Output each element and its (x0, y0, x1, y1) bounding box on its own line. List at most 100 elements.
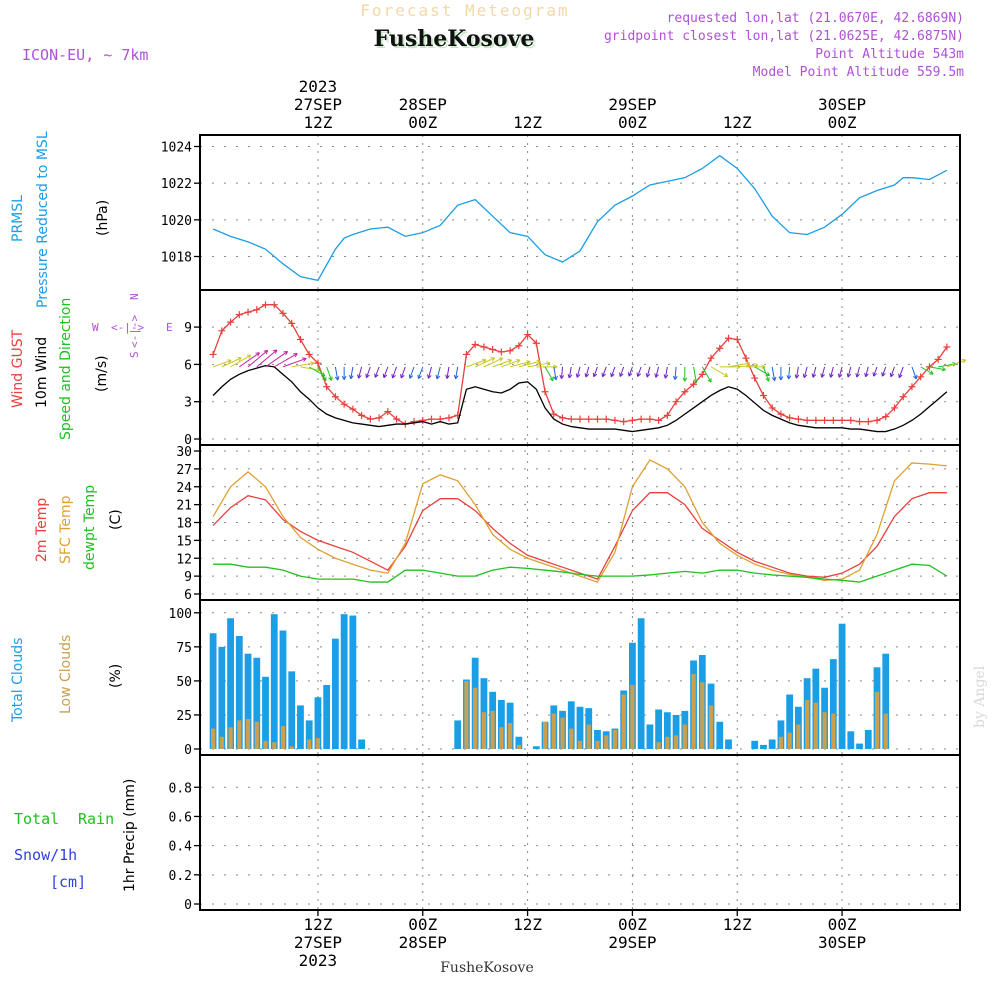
wind-barb (929, 366, 946, 371)
y-tick-label: 6 (184, 358, 192, 373)
wind-barb-head (357, 374, 362, 379)
wind-barb (247, 350, 268, 368)
total-cloud-bar (279, 630, 287, 749)
wind-barb (762, 366, 770, 382)
gust-marker (314, 359, 322, 367)
wind-barb-head (255, 352, 260, 357)
sfc-temp-label: SFC Temp (58, 495, 74, 564)
gust-marker (462, 350, 470, 358)
low-cloud-bar (586, 724, 591, 749)
wind-barb-head (498, 357, 504, 362)
wind-barb (946, 359, 967, 368)
low-cloud-bar (595, 740, 600, 749)
low-cloud-bar (272, 742, 277, 749)
gust-marker (567, 415, 575, 423)
low-cloud-bar (307, 739, 312, 749)
wind-barb (920, 366, 934, 375)
gust-marker (235, 311, 243, 319)
gust-marker (786, 414, 794, 422)
low-cloud-bar (708, 705, 714, 749)
top-hour-label: 12Z (513, 113, 542, 132)
total-label: Total (14, 810, 59, 828)
wind-barb-head (391, 373, 396, 379)
gust-marker (838, 416, 846, 424)
wind-barb (911, 366, 917, 380)
total-cloud-bar (716, 721, 724, 749)
wind-labels: Wind GUST 10m Wind Speed and Direction (… (10, 293, 173, 440)
gust-marker (646, 415, 654, 423)
series-line (212, 364, 948, 433)
wind-barb (392, 366, 398, 379)
cloud-labels: Total Clouds Low Clouds (%) (10, 635, 124, 723)
gust-marker (628, 416, 636, 424)
gust-marker (524, 331, 532, 339)
gust-marker (690, 380, 698, 388)
prmsl-label: PRMSL (10, 195, 26, 242)
wind-barb (544, 366, 554, 381)
bottom-hour-label: 00Z (618, 915, 647, 934)
wind-barb-head (559, 374, 565, 379)
gust-marker (576, 415, 584, 423)
wind-barb-head (672, 375, 678, 380)
low-cloud-bar (254, 721, 259, 749)
gust-marker (777, 410, 785, 418)
wind-barb (754, 366, 770, 376)
wind-barb (560, 366, 564, 379)
gust-marker (934, 355, 942, 363)
gust-marker (532, 339, 540, 347)
wind-barb (274, 353, 298, 368)
y-tick-label: 1020 (161, 214, 192, 229)
wind-barb-head (707, 378, 712, 383)
top-hour-label: 00Z (828, 113, 857, 132)
y-tick-label: 0.8 (169, 781, 192, 796)
total-cloud-bar (454, 720, 462, 749)
wind-barb-head (855, 373, 860, 378)
total-cloud-bar (218, 646, 226, 749)
total-cloud-bar (262, 676, 269, 749)
wind-barb-head (619, 372, 624, 377)
wind-barb (856, 366, 861, 378)
wind-barb (365, 366, 371, 378)
wind-barb-head (400, 373, 405, 379)
bottom-hour-label: 12Z (723, 915, 752, 934)
wind-barb (427, 366, 432, 379)
wind-barb-head (592, 372, 598, 378)
prmsl-desc-label: Pressure Reduced to MSL (35, 131, 51, 308)
total-cloud-bar (725, 739, 732, 749)
wind-barb (619, 366, 625, 377)
y-tick-label: 30 (176, 445, 192, 460)
low-cloud-bar (490, 710, 495, 749)
low-cloud-bar (280, 725, 286, 749)
low-cloud-bar (228, 727, 233, 749)
low-cloud-bar (796, 724, 801, 749)
total-cloud-bar (314, 697, 322, 749)
model-label: ICON-EU, ~ 7km (22, 46, 148, 64)
low-cloud-bar (778, 736, 784, 749)
gust-marker (288, 319, 296, 327)
compass-vert: <-|-> (128, 315, 141, 348)
wind-barb (436, 366, 441, 380)
wind-barb (358, 366, 363, 379)
gust-marker (681, 388, 689, 396)
total-cloud-bar (655, 709, 663, 749)
wind-barb (317, 366, 327, 381)
gust-marker (698, 370, 706, 378)
gust-marker (602, 415, 610, 423)
low-cloud-bar (245, 719, 251, 749)
bottom-hour-label: 12Z (303, 915, 332, 934)
low-cloud-bar (542, 721, 548, 749)
wind-barb (812, 366, 817, 378)
low-cloud-bar (219, 736, 224, 749)
wind-barb (568, 366, 572, 378)
low-cloud-bar (787, 732, 792, 749)
wind-barb-head (771, 376, 777, 382)
wind-barb (655, 366, 660, 378)
wind-barb-head (365, 373, 370, 379)
low-cloud-bar (682, 724, 687, 749)
wind-barb (637, 366, 642, 377)
wind-barb (664, 366, 668, 379)
top-hour-label: 12Z (303, 113, 332, 132)
wind-barb (865, 366, 869, 377)
panel-frame (199, 754, 961, 911)
wind-barb (737, 364, 759, 368)
